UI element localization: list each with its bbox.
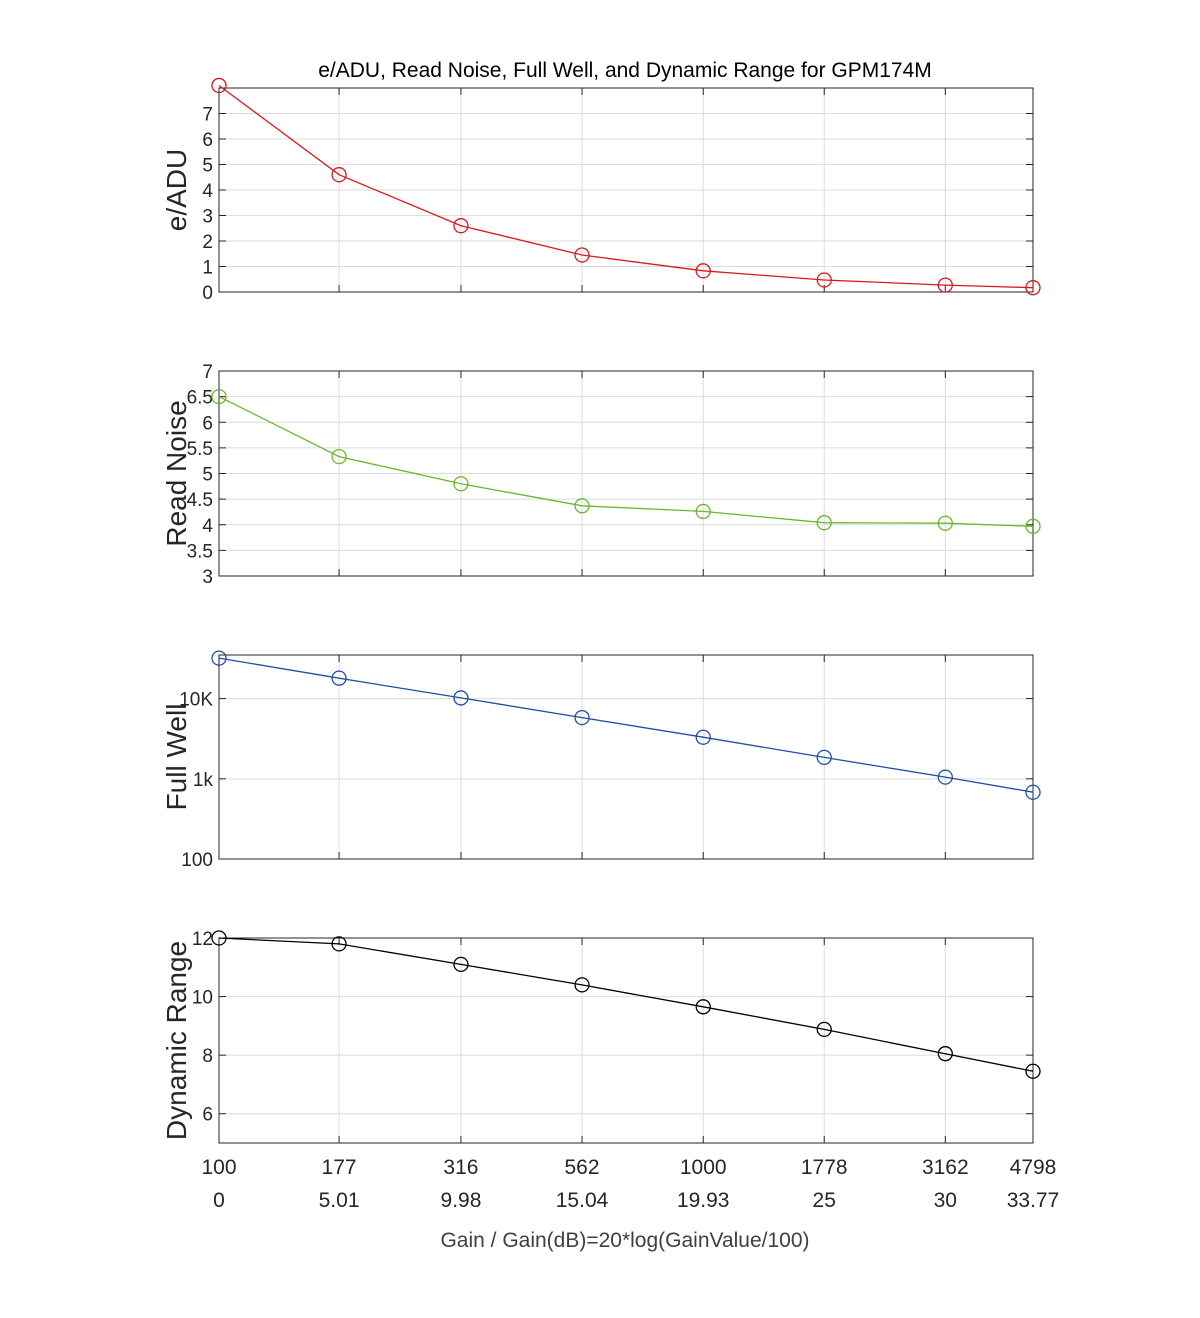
data-point (816, 515, 832, 531)
data-point (1025, 784, 1041, 800)
axes-frame (218, 87, 1034, 293)
data-point (574, 709, 590, 726)
y-tick-label: 2 (202, 232, 213, 253)
data-point (453, 218, 469, 234)
data-point (695, 263, 711, 279)
data-point (331, 670, 347, 686)
series-line-read-noise (218, 396, 1034, 527)
data-point (453, 476, 469, 492)
data-point (937, 769, 953, 785)
y-tick-label: 0 (202, 283, 213, 304)
x-tick-label: 1778 (801, 1156, 848, 1179)
data-point (574, 977, 590, 993)
data-point (816, 1021, 832, 1038)
axes-frame (218, 370, 1034, 577)
series-line-full-well (218, 657, 1034, 793)
x-tick-label-db: 33.77 (1007, 1189, 1060, 1212)
data-point (1025, 1063, 1041, 1079)
x-tick-label-db: 25 (813, 1189, 836, 1212)
data-point (211, 650, 227, 666)
y-tick-label: 6 (202, 413, 213, 434)
data-point (331, 167, 347, 183)
axes-frame (218, 937, 1034, 1144)
y-tick-label: 7 (202, 362, 213, 383)
data-point (816, 749, 832, 766)
y-tick-label: 4.5 (187, 490, 213, 511)
y-tick-label: 3.5 (187, 541, 213, 562)
y-tick-label: 6.5 (187, 388, 213, 409)
data-point (695, 999, 711, 1015)
data-point (211, 388, 227, 405)
data-point (331, 448, 347, 465)
y-tick-label: 10K (179, 690, 213, 711)
y-tick-label: 5 (202, 156, 213, 177)
subplot-read-noise: 3 3.5 4 4.5 5 5.5 6 6.5 7 Read Noise (161, 362, 1041, 588)
y-tick-label: 12 (192, 929, 213, 950)
x-tick-label-db: 30 (934, 1189, 957, 1212)
x-tick-label: 4798 (1010, 1156, 1057, 1179)
y-axis-label: Dynamic Range (161, 941, 192, 1140)
y-axis-label: e/ADU (161, 149, 192, 231)
data-point (937, 1046, 953, 1062)
data-point (695, 503, 711, 520)
x-tick-label: 1000 (680, 1156, 727, 1179)
x-tick-label: 316 (443, 1156, 478, 1179)
y-tick-label: 10 (192, 988, 213, 1009)
subplot-e-adu: 0 1 2 3 4 5 6 7 e/ADU (161, 77, 1041, 304)
y-tick-label: 7 (202, 105, 213, 126)
y-tick-label: 5.5 (187, 439, 213, 460)
y-tick-label: 3 (202, 567, 213, 588)
y-tick-label: 4 (202, 516, 213, 537)
y-tick-label: 6 (202, 130, 213, 151)
x-tick-label-db: 5.01 (319, 1189, 360, 1212)
data-point (1025, 518, 1041, 534)
data-point (574, 498, 590, 514)
x-tick-label-db: 19.93 (677, 1189, 730, 1212)
series-line-e-adu (218, 84, 1034, 289)
data-point (937, 277, 953, 293)
data-point (211, 77, 227, 94)
x-tick-label: 562 (565, 1156, 600, 1179)
data-point (695, 729, 711, 745)
y-tick-label: 3 (202, 207, 213, 228)
axes-frame (218, 654, 1034, 860)
data-point (1025, 280, 1041, 296)
y-tick-label: 100 (181, 850, 213, 871)
x-tick-label-db: 15.04 (556, 1189, 609, 1212)
x-tick-label: 100 (201, 1156, 236, 1179)
y-axis-label: Full Well (161, 704, 192, 811)
y-tick-label: 6 (202, 1105, 213, 1126)
series-line-dynamic-range (218, 937, 1034, 1072)
data-point (574, 247, 590, 263)
data-point (211, 930, 227, 946)
chart-title: e/ADU, Read Noise, Full Well, and Dynami… (318, 59, 932, 82)
y-axis-label: Read Noise (161, 400, 192, 546)
data-point (816, 272, 832, 288)
y-tick-label: 1k (193, 770, 214, 791)
x-tick-label-db: 0 (213, 1189, 225, 1212)
x-tick-label: 177 (322, 1156, 357, 1179)
x-axis-title: Gain / Gain(dB)=20*log(GainValue/100) (440, 1229, 809, 1252)
x-tick-label: 3162 (922, 1156, 969, 1179)
y-tick-label: 5 (202, 465, 213, 486)
x-tick-label-db: 9.98 (441, 1189, 482, 1212)
y-tick-label: 4 (202, 181, 213, 202)
data-point (453, 956, 469, 973)
y-tick-label: 8 (202, 1046, 213, 1067)
data-point (937, 515, 953, 531)
data-point (453, 690, 469, 706)
y-tick-label: 1 (202, 258, 213, 279)
data-point (331, 936, 347, 952)
